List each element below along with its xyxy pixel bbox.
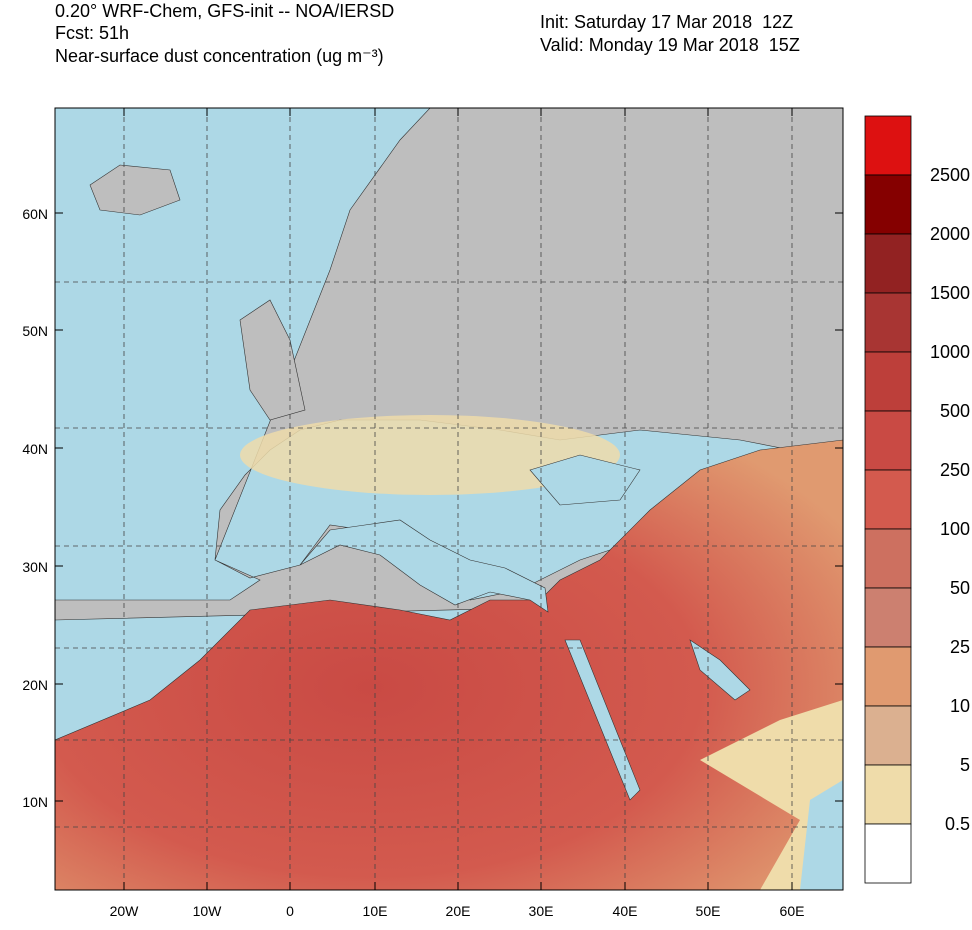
lon-label: 10W (193, 903, 223, 919)
colorbar-label: 100 (940, 519, 970, 539)
colorbar-label: 25 (950, 637, 970, 657)
lon-label: 60E (780, 903, 805, 919)
colorbar-label: 0.5 (945, 814, 970, 834)
lon-label: 40E (613, 903, 638, 919)
colorbar-label: 500 (940, 401, 970, 421)
lat-label: 50N (22, 323, 48, 339)
dust-europe (240, 415, 620, 495)
colorbar: 2500 2000 1500 1000 500 250 100 50 25 10 5 0.5 (864, 115, 970, 884)
lat-label: 30N (22, 559, 48, 575)
lat-label: 20N (22, 677, 48, 693)
lat-label: 40N (22, 441, 48, 457)
colorbar-box (864, 705, 912, 766)
colorbar-label: 250 (940, 460, 970, 480)
colorbar-box (864, 646, 912, 707)
lat-label: 60N (22, 206, 48, 222)
colorbar-label: 5 (960, 755, 970, 775)
colorbar-label: 10 (950, 696, 970, 716)
lon-label: 0 (286, 903, 294, 919)
arabian-sea (800, 780, 843, 890)
colorbar-box (864, 823, 912, 884)
lon-label: 20E (446, 903, 471, 919)
colorbar-label: 2000 (930, 224, 970, 244)
land-britain (239, 299, 306, 421)
colorbar-label: 2500 (930, 165, 970, 185)
land-iceland (89, 164, 181, 216)
valid-time: Valid: Monday 19 Mar 2018 15Z (540, 35, 800, 55)
colorbar-box (864, 764, 912, 825)
colorbar-box (864, 174, 912, 235)
persian-gulf (689, 639, 751, 701)
map-frame (54, 107, 844, 891)
map (55, 108, 843, 890)
colorbar-box (864, 469, 912, 530)
lon-label: 20W (110, 903, 140, 919)
black-sea (529, 454, 641, 506)
title-line3: Near-surface dust concentration (ug m⁻³) (55, 46, 384, 66)
colorbar-box (864, 410, 912, 471)
lon-label: 10E (363, 903, 388, 919)
colorbar-label: 1000 (930, 342, 970, 362)
colorbar-box (864, 292, 912, 353)
graticule (55, 108, 843, 890)
colorbar-box (864, 351, 912, 412)
title-line2: Fcst: 51h (55, 23, 129, 43)
lon-label: 30E (529, 903, 554, 919)
colorbar-label: 50 (950, 578, 970, 598)
dust-africa-mideast (55, 439, 843, 890)
lon-label: 50E (696, 903, 721, 919)
colorbar-box (864, 587, 912, 648)
colorbar-box (864, 233, 912, 294)
colorbar-box (864, 528, 912, 589)
mediterranean (299, 519, 549, 613)
lat-label: 10N (22, 794, 48, 810)
red-sea (564, 639, 641, 801)
colorbar-label: 1500 (930, 283, 970, 303)
title-line1: 0.20° WRF-Chem, GFS-init -- NOA/IERSD (55, 1, 394, 21)
init-time: Init: Saturday 17 Mar 2018 12Z (540, 12, 793, 32)
colorbar-box (864, 115, 912, 176)
map-ticks: 60N 50N 40N 30N 20N 10N 20W 10W 0 10E 20E 30E 40E 50E… (22, 108, 843, 919)
